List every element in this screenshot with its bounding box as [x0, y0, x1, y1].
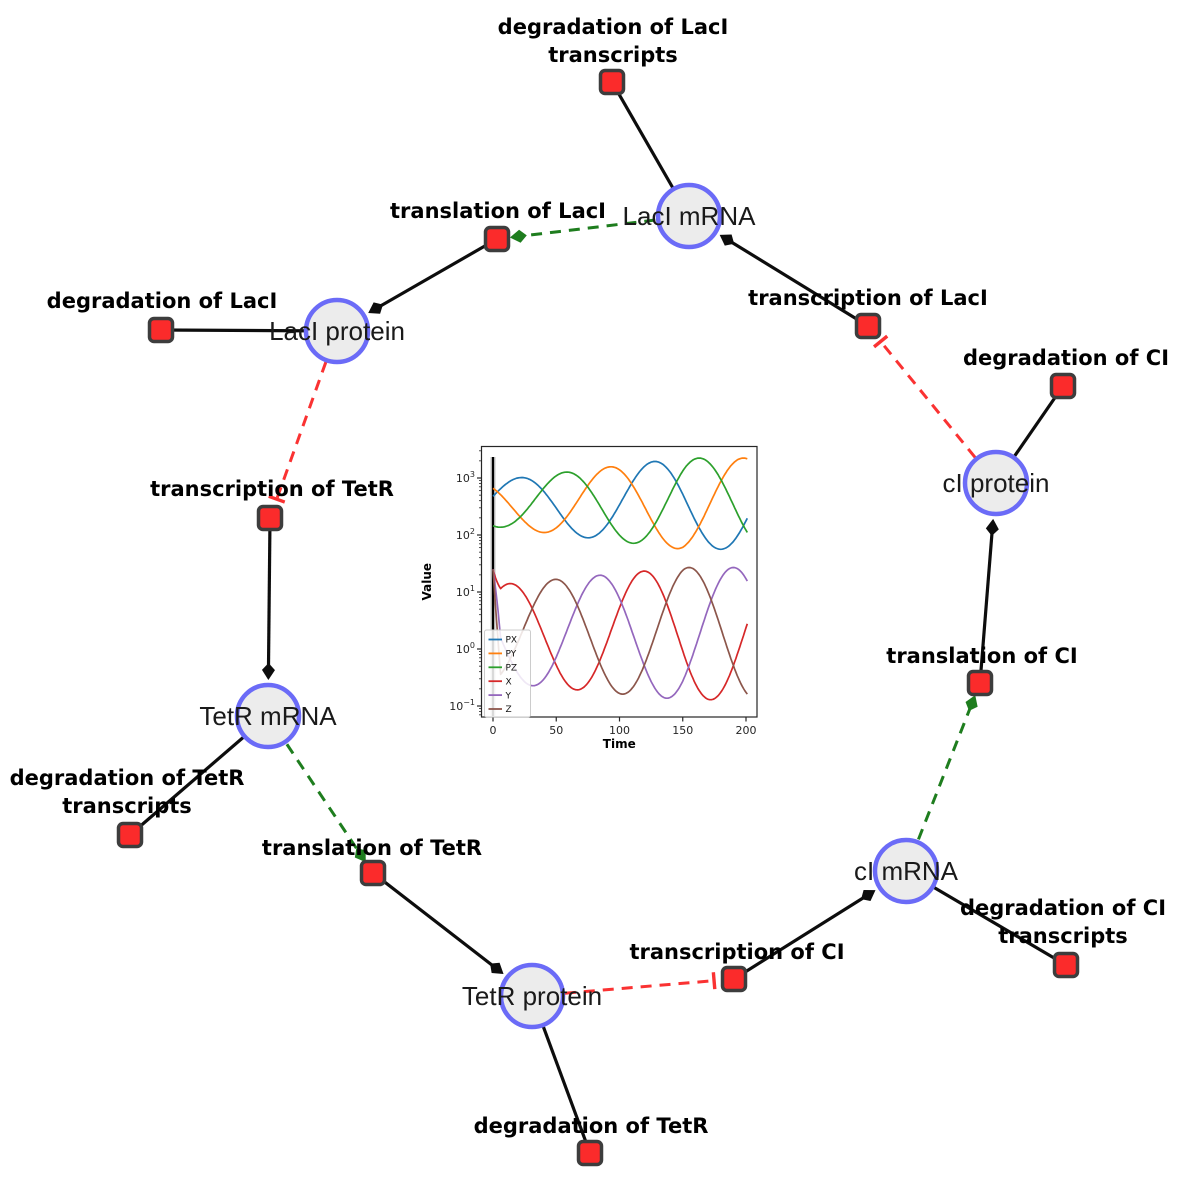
edge-inhibition-laci-protein-txn-tetr-tbar: [268, 494, 286, 504]
legend-label-PY: PY: [506, 650, 517, 660]
edge-production-laci-mrna-txn-laci: [727, 238, 869, 328]
edge-production-tetr-mrna-txn-tetr-arrowhead: [261, 663, 275, 681]
reaction-label-txn-ci: transcription of CI: [629, 940, 844, 964]
reaction-label-deg-tetr: degradation of TetR: [474, 1114, 709, 1138]
reaction-node-txn-tetr[interactable]: [256, 504, 284, 532]
reaction-node-transl-laci[interactable]: [483, 225, 511, 253]
reaction-label-deg-tetr-tx-line2: transcripts: [62, 794, 192, 818]
edge-modifier-tetr-mrna-transl-tetr: [285, 743, 360, 852]
legend-label-PZ: PZ: [506, 664, 518, 674]
reaction-label-deg-ci: degradation of CI: [963, 346, 1169, 370]
svg-text:100: 100: [609, 724, 630, 737]
reaction-label-transl-ci: translation of CI: [886, 644, 1077, 668]
species-node-tetr-mrna[interactable]: [234, 682, 302, 750]
reaction-node-txn-ci[interactable]: [720, 965, 748, 993]
edge-inhibition-tetr-protein-txn-ci: [564, 979, 715, 995]
reaction-label-deg-laci-tx-line2: transcripts: [548, 43, 678, 67]
reaction-label-transl-laci: translation of LacI: [390, 199, 606, 223]
svg-text:102: 102: [456, 527, 475, 542]
edge-production-laci-protein-transl-laci: [376, 237, 498, 310]
svg-text:10−1: 10−1: [449, 698, 475, 713]
reaction-label-deg-ci-tx-line2: transcripts: [998, 924, 1128, 948]
edge-inhibition-ci-protein-txn-laci-tbar: [872, 334, 889, 349]
reaction-node-transl-tetr[interactable]: [359, 859, 387, 887]
legend-label-Z: Z: [506, 705, 512, 715]
y-axis-ticks: 10−1 100 101 102 103: [449, 450, 482, 716]
legend-label-X: X: [506, 677, 512, 687]
svg-text:150: 150: [672, 724, 693, 737]
chart-legend: PX PY PZ XYZ: [484, 629, 531, 718]
edges-layer: [128, 81, 1067, 1154]
svg-text:200: 200: [736, 724, 757, 737]
legend-label-Y: Y: [505, 691, 512, 701]
reaction-node-deg-tetr[interactable]: [576, 1139, 604, 1167]
edge-production-laci-mrna-txn-laci-arrowhead: [719, 234, 735, 246]
edge-production-ci-protein-transl-ci: [978, 528, 994, 684]
edge-production-tetr-mrna-txn-tetr: [266, 517, 272, 671]
species-node-laci-protein[interactable]: [303, 297, 371, 365]
edge-production-ci-mrna-txn-ci: [733, 894, 868, 981]
labels-layer: degradation of LacI transcripts translatio…: [10, 15, 1169, 1138]
series-line-X: [492, 569, 749, 701]
edge-modifier-ci-mrna-transl-ci-arrowhead: [965, 695, 978, 711]
reaction-node-transl-ci[interactable]: [966, 669, 994, 697]
edge-inhibition-ci-protein-txn-laci: [879, 340, 977, 459]
legend-label-PX: PX: [506, 636, 518, 646]
reaction-label-deg-laci: degradation of LacI: [47, 289, 278, 313]
svg-text:101: 101: [456, 584, 475, 599]
species-node-laci-mrna[interactable]: [655, 182, 723, 250]
species-label-ci-mrna: cI mRNA: [854, 856, 959, 886]
edge-production-tetr-protein-transl-tetr: [372, 871, 497, 970]
x-axis-ticks: 0 50 100 150 200: [490, 717, 757, 737]
edge-modifier-laci-mrna-transl-laci: [523, 218, 656, 238]
species-label-laci-protein: LacI protein: [269, 316, 405, 346]
svg-text:100: 100: [456, 641, 475, 656]
reaction-node-deg-tetr-tx[interactable]: [116, 821, 144, 849]
nodes-layer: [116, 68, 1080, 1167]
edge-production-tetr-protein-transl-tetr-arrowhead: [490, 962, 504, 974]
series-line-Y: [492, 566, 749, 700]
species-label-ci-protein: cI protein: [943, 468, 1050, 498]
reaction-label-txn-tetr: transcription of TetR: [150, 477, 394, 501]
svg-text:103: 103: [456, 470, 475, 485]
species-node-ci-mrna[interactable]: [872, 837, 940, 905]
chart-series-group: [490, 457, 749, 716]
series-line-PZ: [492, 457, 749, 545]
species-node-tetr-protein[interactable]: [498, 962, 566, 1030]
edge-production-ci-protein-transl-ci-arrowhead: [985, 518, 999, 536]
species-label-tetr-protein: TetR protein: [462, 981, 602, 1011]
series-line-Z: [492, 566, 748, 695]
reaction-label-deg-tetr-tx: degradation of TetR: [10, 766, 245, 790]
chart-xlabel: Time: [603, 737, 636, 751]
reaction-node-deg-laci[interactable]: [147, 316, 175, 344]
reaction-label-transl-tetr: translation of TetR: [262, 836, 482, 860]
reaction-node-deg-laci-tx[interactable]: [598, 68, 626, 96]
reaction-label-deg-ci-tx: degradation of CI: [960, 896, 1166, 920]
edge-production-ci-mrna-txn-ci-arrowhead: [861, 889, 876, 901]
reaction-node-deg-ci-tx[interactable]: [1052, 951, 1080, 979]
reaction-node-txn-laci[interactable]: [854, 312, 882, 340]
edge-inhibition-tetr-protein-txn-ci-tbar: [711, 972, 717, 990]
edge-production-laci-protein-transl-laci-arrowhead: [368, 302, 383, 314]
edge-modifier-ci-mrna-transl-ci: [917, 707, 972, 840]
reaction-node-deg-ci[interactable]: [1049, 372, 1077, 400]
chart-ylabel: Value: [420, 563, 434, 601]
reaction-label-deg-laci-tx: degradation of LacI: [498, 15, 729, 39]
species-label-tetr-mrna: TetR mRNA: [199, 701, 337, 731]
edge-modifier-tetr-mrna-transl-tetr-arrowhead: [354, 848, 366, 863]
species-label-laci-mrna: LacI mRNA: [623, 201, 757, 231]
edge-modifier-laci-mrna-transl-laci-arrowhead: [509, 229, 527, 243]
svg-text:0: 0: [490, 724, 497, 737]
reaction-label-txn-laci: transcription of LacI: [748, 286, 988, 310]
series-line-PX: [492, 460, 749, 551]
svg-text:50: 50: [549, 724, 563, 737]
series-line-PY: [492, 457, 748, 550]
edge-inhibition-laci-protein-txn-tetr: [275, 361, 328, 500]
species-node-ci-protein[interactable]: [962, 449, 1030, 517]
